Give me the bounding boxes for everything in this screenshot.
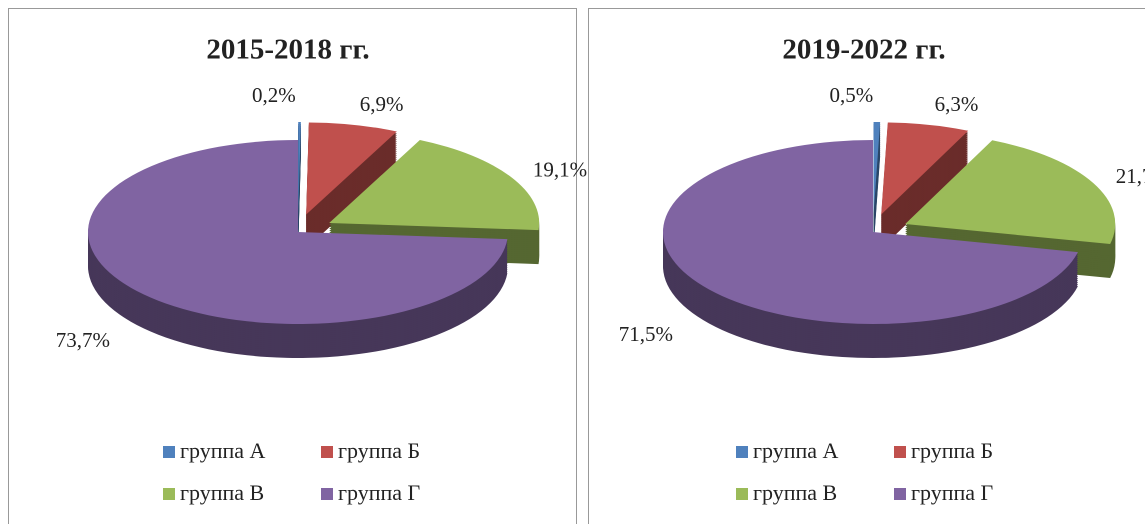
legend-label: группа Б xyxy=(911,438,993,463)
panel-border xyxy=(8,8,577,524)
legend-swatch xyxy=(736,488,748,500)
legend-swatch xyxy=(736,446,748,458)
data-label: 71,5% xyxy=(619,322,673,346)
slice xyxy=(905,140,1116,245)
legend-swatch xyxy=(163,446,175,458)
chart-title: 2019-2022 гг. xyxy=(782,34,945,66)
slice xyxy=(663,140,1078,324)
data-label: 0,2% xyxy=(252,83,296,107)
data-label: 73,7% xyxy=(56,328,110,352)
legend-swatch xyxy=(894,446,906,458)
legend-label: группа Б xyxy=(338,438,420,463)
slice xyxy=(881,122,969,215)
data-label: 6,3% xyxy=(935,92,979,116)
legend-swatch xyxy=(321,446,333,458)
chart-title: 2015-2018 гг. xyxy=(206,34,369,66)
legend-label: группа А xyxy=(180,438,266,463)
panel-border xyxy=(588,8,1145,524)
legend-label: группа В xyxy=(753,480,837,505)
slice xyxy=(88,139,508,324)
data-label: 19,1% xyxy=(533,157,587,181)
data-label: 6,9% xyxy=(360,92,404,116)
legend-label: группа А xyxy=(753,438,839,463)
legend-swatch xyxy=(163,488,175,500)
legend-label: группа В xyxy=(180,480,264,505)
slice xyxy=(329,140,540,231)
legend-swatch xyxy=(321,488,333,500)
data-label: 0,5% xyxy=(830,83,874,107)
slice xyxy=(306,122,397,215)
legend-label: группа Г xyxy=(338,480,421,505)
slice xyxy=(873,122,881,215)
slice xyxy=(298,122,301,215)
data-label: 21,7% xyxy=(1116,164,1145,188)
legend-swatch xyxy=(894,488,906,500)
legend-label: группа Г xyxy=(911,480,994,505)
